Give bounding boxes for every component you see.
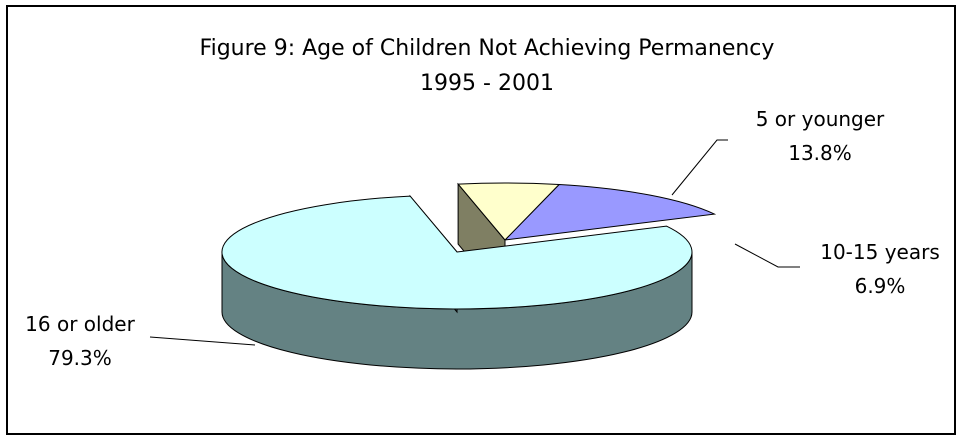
slice-top-10-15-years xyxy=(457,182,561,241)
slice-value-16-or-older: 79.3% xyxy=(48,346,112,370)
slice-top-5-or-younger xyxy=(503,183,717,241)
slice-label-5-or-younger: 5 or younger xyxy=(756,107,885,131)
leader-line-10-15-years xyxy=(734,243,800,268)
chart-subtitle: 1995 - 2001 xyxy=(420,71,554,96)
slice-label-10-15-years: 10-15 years xyxy=(820,240,940,264)
pie-layer xyxy=(221,182,717,370)
slice-value-10-15-years: 6.9% xyxy=(855,274,906,298)
chart-title: Figure 9: Age of Children Not Achieving … xyxy=(200,36,775,61)
slice-top-16-or-older xyxy=(221,195,693,310)
leader-line-16-or-older xyxy=(149,336,256,346)
leader-line-5-or-younger xyxy=(671,139,728,196)
slice-value-5-or-younger: 13.8% xyxy=(788,141,852,165)
slice-label-16-or-older: 16 or older xyxy=(25,312,135,336)
pie-chart: Figure 9: Age of Children Not Achieving … xyxy=(25,36,940,370)
